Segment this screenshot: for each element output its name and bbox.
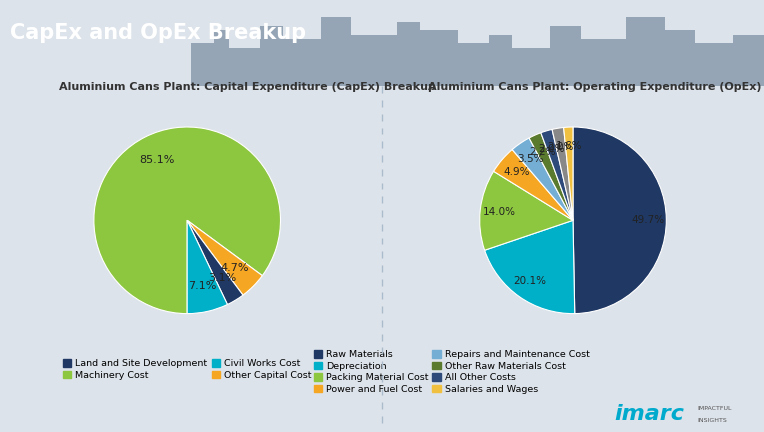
Wedge shape — [480, 172, 573, 250]
Wedge shape — [573, 127, 666, 314]
Bar — [420, 30, 458, 86]
Text: 3.1%: 3.1% — [208, 273, 236, 283]
Wedge shape — [187, 220, 228, 314]
Text: 1.6%: 1.6% — [556, 141, 582, 151]
Wedge shape — [529, 133, 573, 220]
Text: IMPACTFUL: IMPACTFUL — [697, 406, 732, 411]
Wedge shape — [494, 149, 573, 220]
Bar — [733, 35, 764, 86]
Bar — [229, 48, 260, 86]
Legend: Raw Materials, Depreciation, Packing Material Cost, Power and Fuel Cost, Repairs: Raw Materials, Depreciation, Packing Mat… — [310, 346, 594, 397]
Bar — [665, 30, 695, 86]
Text: INSIGHTS: INSIGHTS — [697, 418, 727, 423]
Wedge shape — [512, 138, 573, 220]
Bar — [397, 22, 420, 86]
Bar — [191, 43, 214, 86]
Wedge shape — [94, 127, 280, 314]
Bar — [550, 26, 581, 86]
Bar — [351, 35, 397, 86]
Bar — [695, 43, 733, 86]
Bar — [581, 39, 626, 86]
Wedge shape — [541, 130, 573, 220]
Text: 3.5%: 3.5% — [517, 154, 544, 164]
Bar — [214, 30, 229, 86]
Bar — [512, 48, 550, 86]
Text: 2.0%: 2.0% — [548, 142, 574, 152]
Wedge shape — [564, 127, 573, 220]
Text: imarc: imarc — [615, 404, 685, 424]
Bar — [283, 39, 321, 86]
Wedge shape — [187, 220, 243, 305]
Bar — [626, 17, 665, 86]
Bar — [458, 43, 489, 86]
Text: 7.1%: 7.1% — [188, 281, 216, 291]
Text: 20.1%: 20.1% — [513, 276, 546, 286]
Wedge shape — [484, 220, 575, 314]
Legend: Land and Site Development, Machinery Cost, Civil Works Cost, Other Capital Cost: Land and Site Development, Machinery Cos… — [59, 355, 316, 384]
Text: 2.0%: 2.0% — [539, 144, 565, 154]
Bar — [260, 26, 283, 86]
Bar — [321, 17, 351, 86]
Bar — [489, 35, 512, 86]
Text: 2.2%: 2.2% — [529, 147, 555, 157]
Text: CapEx and OpEx Breakup: CapEx and OpEx Breakup — [10, 23, 306, 43]
Text: 4.7%: 4.7% — [221, 263, 249, 273]
Text: 4.9%: 4.9% — [503, 167, 529, 177]
Wedge shape — [552, 127, 573, 220]
Text: 14.0%: 14.0% — [482, 207, 516, 217]
Text: Aluminium Cans Plant: Capital Expenditure (CapEx) Breakup: Aluminium Cans Plant: Capital Expenditur… — [59, 82, 435, 92]
Text: 85.1%: 85.1% — [139, 156, 174, 165]
Wedge shape — [187, 220, 262, 295]
Text: 49.7%: 49.7% — [631, 215, 664, 225]
Text: Aluminium Cans Plant: Operating Expenditure (OpEx) Breakup: Aluminium Cans Plant: Operating Expendit… — [429, 82, 764, 92]
